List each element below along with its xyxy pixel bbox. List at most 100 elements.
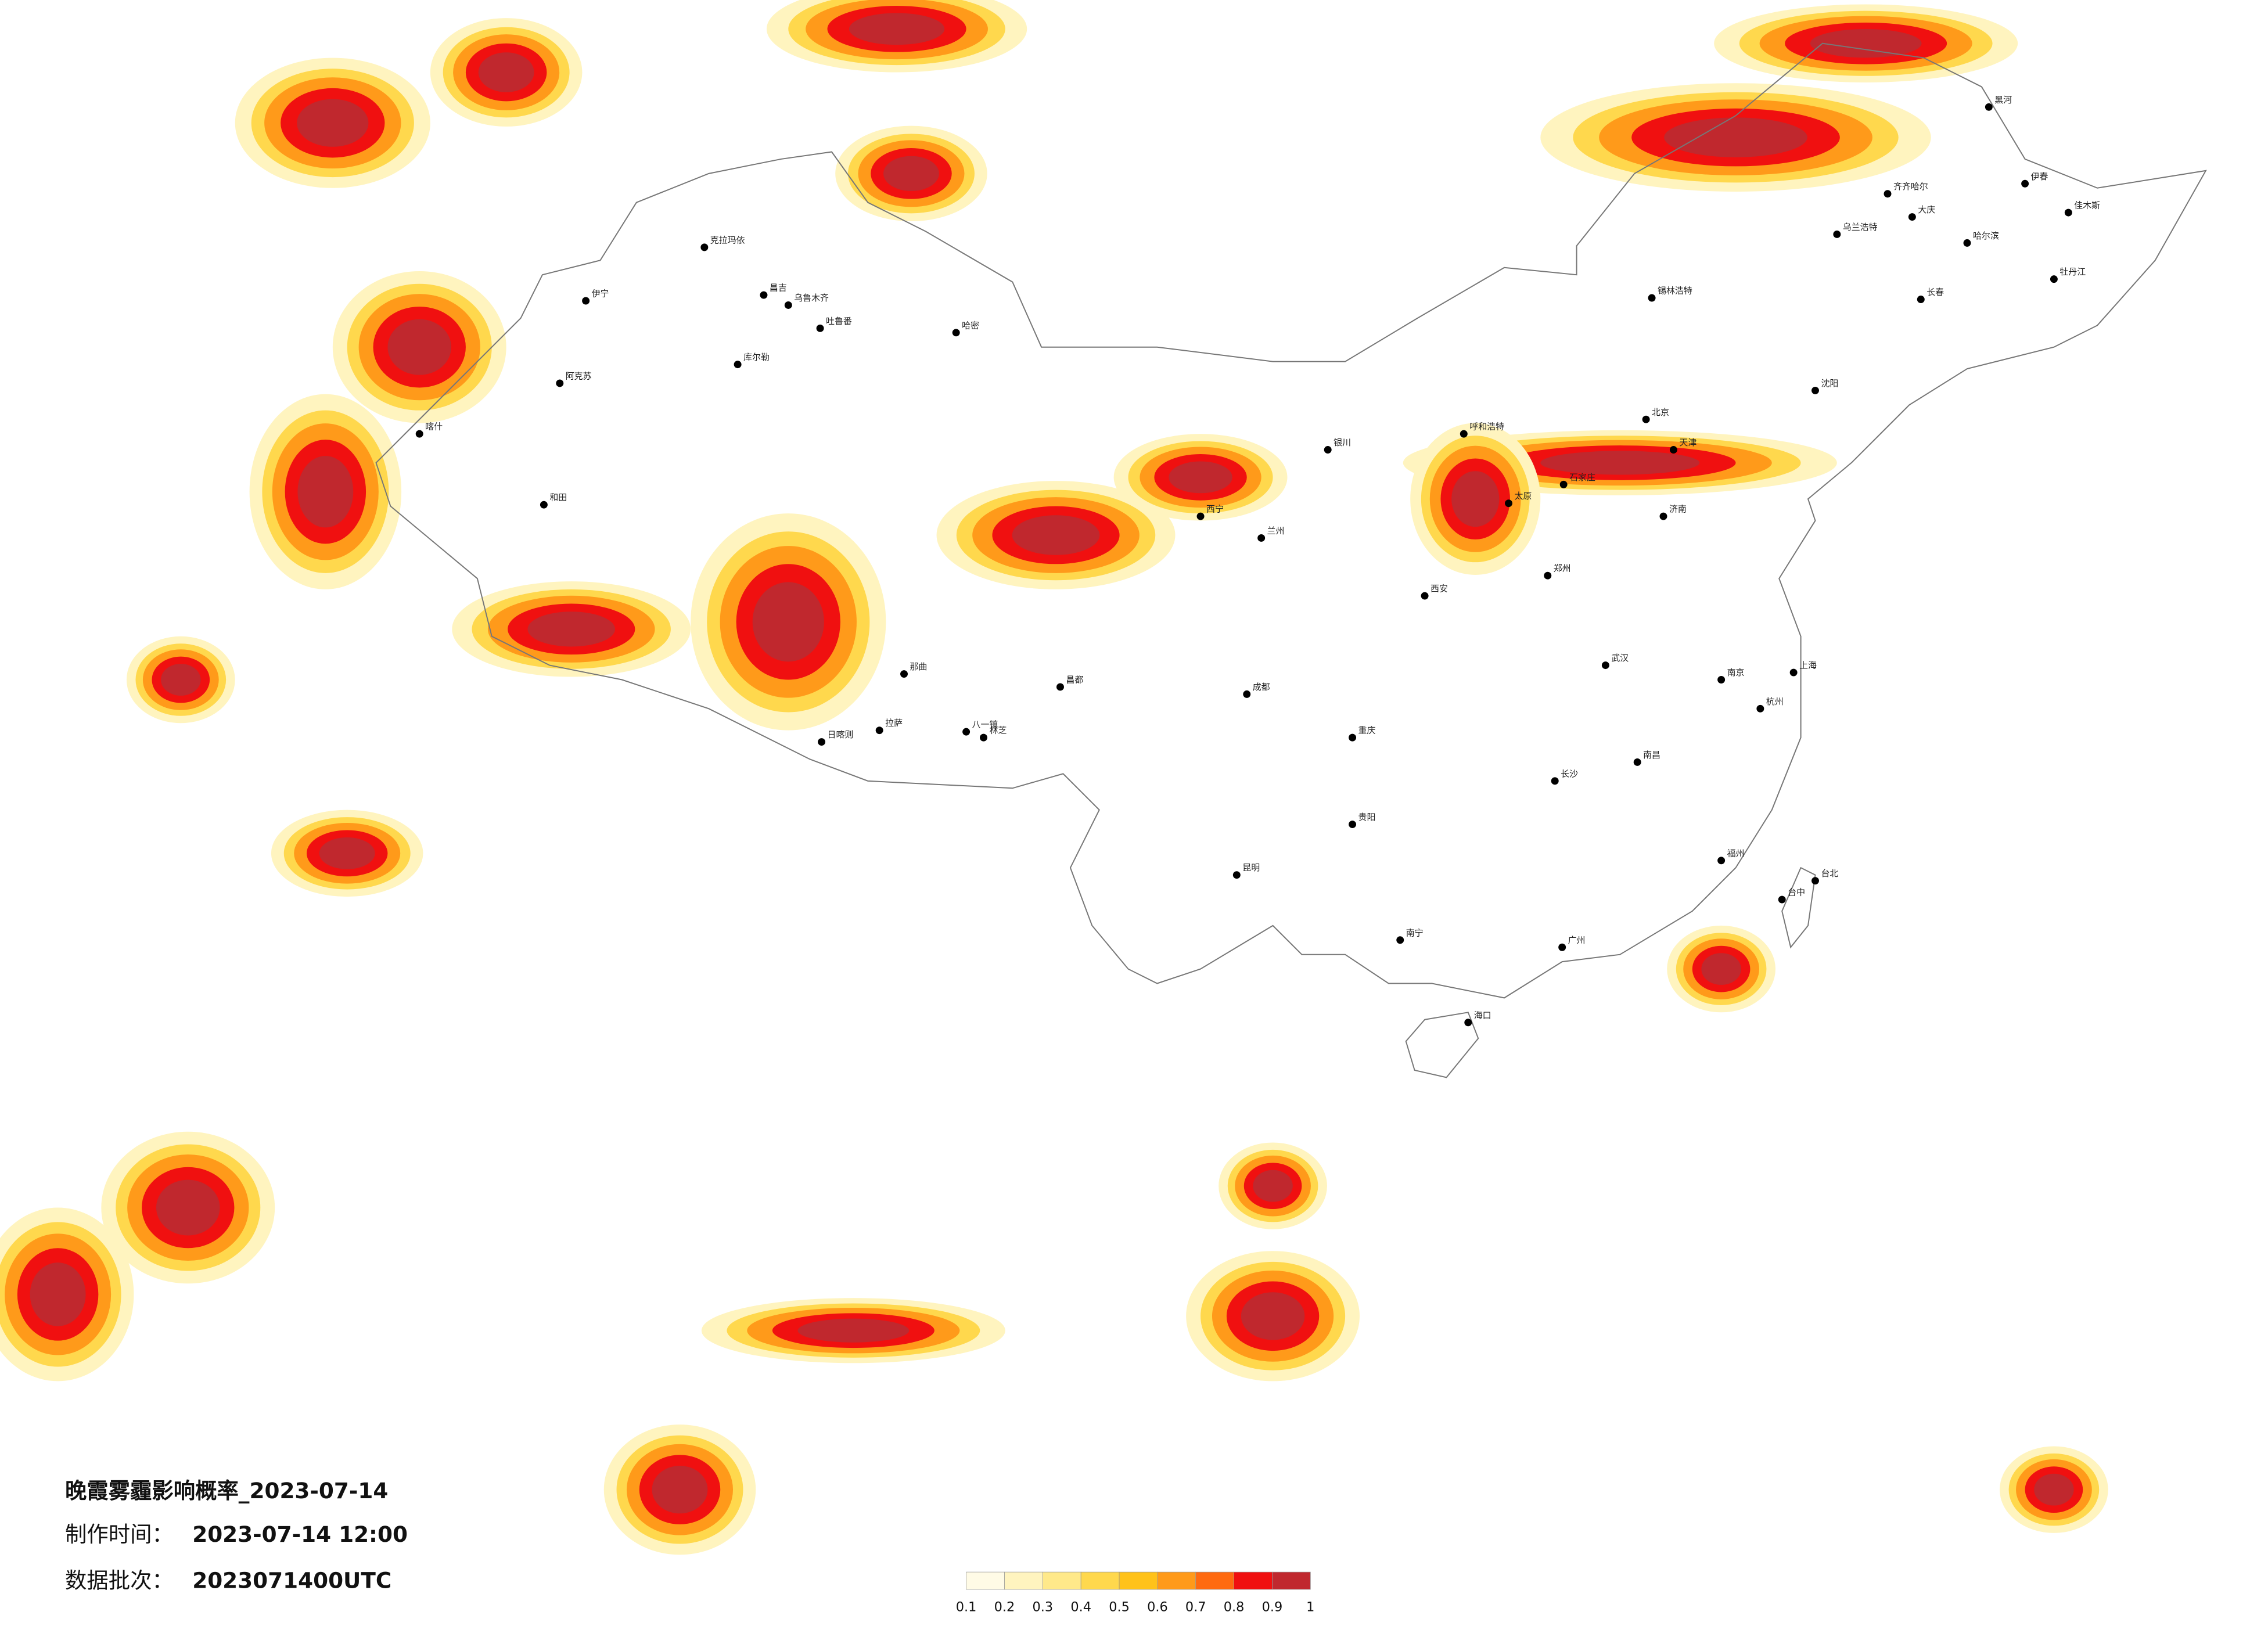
city-dot xyxy=(875,726,883,735)
title: 晚霞雾霾影响概率_2023-07-14 xyxy=(65,1478,388,1503)
city-label: 南宁 xyxy=(1406,927,1424,938)
china-outline xyxy=(375,42,2207,999)
city-label: 八一镇 xyxy=(972,720,998,730)
city-label: 郑州 xyxy=(1554,563,1571,574)
taiwan-outline xyxy=(1781,866,1816,949)
batch-label: 数据批次： xyxy=(65,1568,174,1593)
haze-blob xyxy=(527,611,616,647)
batch: 2023071400UTC xyxy=(192,1568,391,1593)
city-dot xyxy=(1196,512,1205,520)
haze-blob xyxy=(1241,1292,1305,1340)
haze-blob xyxy=(1701,953,1741,985)
city-label: 南京 xyxy=(1727,667,1745,678)
city-label: 天津 xyxy=(1679,437,1696,448)
city-dot xyxy=(1717,676,1726,684)
legend-tick-label: 0.9 xyxy=(1262,1599,1283,1614)
legend-tick-label: 0.3 xyxy=(1033,1599,1054,1614)
city-label: 克拉玛依 xyxy=(710,235,745,245)
city-dot xyxy=(1324,446,1332,454)
city-dot xyxy=(1505,499,1512,508)
city-label: 北京 xyxy=(1652,407,1669,418)
legend: 0.1 0.2 0.3 0.4 0.5 0.6 0.7 0.8 0.9 1 xyxy=(956,1571,1314,1614)
haze-blob xyxy=(652,1466,708,1514)
haze-blob xyxy=(2034,1473,2074,1506)
haze-blob xyxy=(478,52,534,92)
city-label: 黑河 xyxy=(1994,95,2012,105)
city-label: 哈密 xyxy=(962,320,979,330)
city-dot xyxy=(1544,571,1552,580)
city-dot xyxy=(1559,480,1568,488)
city-label: 广州 xyxy=(1568,935,1586,945)
haze-blob xyxy=(752,582,824,662)
city-dot xyxy=(1908,213,1916,221)
city-label: 武汉 xyxy=(1611,653,1629,663)
city-dot xyxy=(1243,690,1251,698)
city-dot xyxy=(1669,446,1677,454)
city-dot xyxy=(760,291,768,299)
city-dot xyxy=(1232,871,1241,879)
haze-blob xyxy=(849,13,945,45)
legend-swatch xyxy=(1195,1571,1234,1590)
production-label: 制作时间： xyxy=(65,1521,174,1547)
haze-blob xyxy=(1451,471,1500,527)
city-label: 吐鲁番 xyxy=(826,316,852,326)
city-label: 锡林浩特 xyxy=(1658,286,1692,296)
city-label: 伊春 xyxy=(2031,171,2048,182)
city-dot xyxy=(2064,208,2072,217)
haze-blob xyxy=(1253,1170,1293,1202)
city-dot xyxy=(582,297,590,305)
city-dot xyxy=(540,501,548,509)
city-label: 拉萨 xyxy=(885,718,903,728)
haze-blob xyxy=(297,456,354,528)
city-label: 济南 xyxy=(1669,504,1687,515)
legend-tick-label: 0.4 xyxy=(1070,1599,1091,1614)
city-dot xyxy=(1811,386,1819,394)
city-label: 阿克苏 xyxy=(566,370,592,381)
city-label: 呼和浩特 xyxy=(1469,422,1504,432)
city-label: 昆明 xyxy=(1242,862,1260,873)
city-dot xyxy=(1778,895,1786,904)
city-label: 昌吉 xyxy=(770,283,787,293)
city-dot xyxy=(1257,534,1266,542)
city-dot xyxy=(1601,661,1609,670)
city-label: 大庆 xyxy=(1918,204,1935,215)
city-label: 库尔勒 xyxy=(743,352,770,362)
city-dot xyxy=(1648,294,1656,302)
city-label: 伊宁 xyxy=(592,289,609,299)
city-label: 乌兰浩特 xyxy=(1843,222,1878,232)
city-label: 长沙 xyxy=(1561,768,1578,779)
city-label: 上海 xyxy=(1799,660,1817,671)
legend-swatch xyxy=(1004,1571,1043,1590)
city-dot xyxy=(2021,179,2029,188)
city-dot xyxy=(1551,777,1559,785)
city-label: 和田 xyxy=(549,492,567,503)
haze-blob xyxy=(1012,515,1100,555)
haze-blob xyxy=(883,156,939,191)
city-dot xyxy=(1884,190,1892,198)
haze-layer xyxy=(0,0,2108,1555)
city-dot xyxy=(1917,296,1925,303)
city-dot xyxy=(1659,512,1667,520)
haze-blob xyxy=(1169,461,1232,494)
legend-tick-label: 0.8 xyxy=(1224,1599,1245,1614)
city-dot xyxy=(1633,758,1641,766)
legend-tick-label: 0.7 xyxy=(1185,1599,1206,1614)
city-dot xyxy=(1558,943,1566,951)
legend-tick-label: 1 xyxy=(1306,1599,1314,1614)
haze-blob xyxy=(161,664,201,696)
city-label: 西安 xyxy=(1430,584,1448,594)
city-label: 牡丹江 xyxy=(2059,267,2086,277)
haze-blob xyxy=(319,837,375,869)
legend-swatch xyxy=(1119,1571,1158,1590)
city-label: 海口 xyxy=(1474,1010,1491,1020)
city-dot xyxy=(1811,877,1819,885)
city-label: 杭州 xyxy=(1766,696,1784,707)
city-dot xyxy=(1985,103,1993,111)
city-label: 沈阳 xyxy=(1821,378,1838,388)
city-dot xyxy=(962,728,971,736)
city-dot xyxy=(734,361,742,369)
city-dot xyxy=(816,324,824,332)
